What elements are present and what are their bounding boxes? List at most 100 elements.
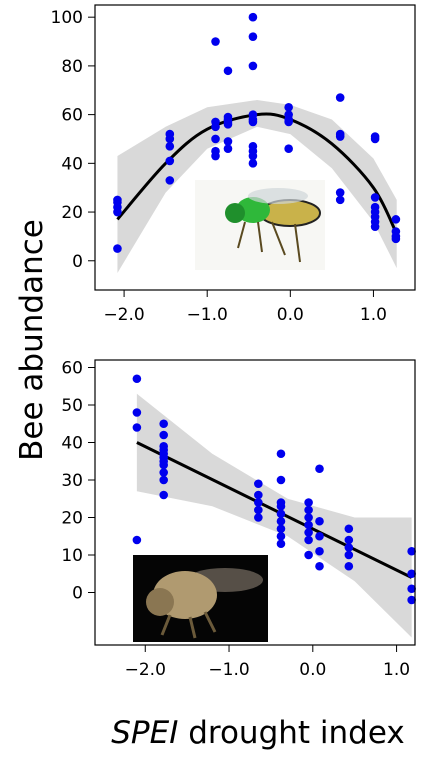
plot-frame [94,359,416,646]
data-point [315,546,324,556]
data-point [276,475,286,485]
data-point [211,146,220,156]
data-point [344,524,354,534]
x-tick-label: −1.0 [187,305,228,325]
data-point [335,188,345,197]
data-point [223,144,233,154]
data-point [276,539,286,549]
data-point [211,37,220,46]
data-point [248,12,258,22]
data-point [304,550,313,560]
y-tick-label: 60 [61,106,83,126]
data-point [315,531,324,541]
x-tick-label: 0.0 [299,660,326,680]
fit-line [136,441,413,579]
confidence-band [136,393,412,638]
bee-thorax [236,197,270,223]
data-point [344,535,354,545]
x-tick-label: −1.0 [208,660,249,680]
data-point [284,103,293,112]
data-point [276,531,286,541]
data-point [113,195,122,205]
data-point [304,505,313,515]
data-point [132,423,142,432]
data-point [370,202,380,212]
y-tick-label: 0 [72,584,83,604]
data-point [407,595,416,605]
data-point [284,144,293,154]
data-point [159,490,168,500]
data-point [335,129,345,139]
data-point [391,227,401,236]
data-point [315,561,324,571]
x-tick-label: −2.0 [125,660,166,680]
data-point [304,520,313,530]
bee-legs [237,221,301,263]
x-tick-label: 1.0 [383,660,410,680]
data-point [248,110,258,119]
data-point [370,132,380,141]
y-tick-label: 40 [61,434,83,454]
data-point [248,141,258,151]
data-point [248,32,258,41]
data-point [276,509,286,519]
data-point [276,524,286,534]
panel: 0 10 20 30 40 50 60 −2.0 −1.0 0.0 1.0 [61,359,416,680]
plot-area [133,393,413,642]
data-point [223,137,233,146]
data-point [165,176,175,185]
y-tick-label: 40 [61,154,83,174]
data-point [165,156,175,166]
data-point [248,159,258,168]
y-tick-label: 30 [61,471,83,491]
x-tick-label: −2.0 [103,305,144,325]
data-point [344,543,354,552]
data-point [132,408,142,417]
plot-area [116,100,399,273]
data-point [132,535,142,545]
bee-head [225,203,245,223]
x-tick-label: 0.0 [277,305,304,325]
data-point [304,528,313,537]
data-point [370,193,380,202]
data-point [159,475,168,485]
bee-head [146,588,174,616]
data-point [276,449,286,459]
data-point [304,535,313,545]
data-point [407,546,416,556]
data-point [254,505,263,515]
data-point [304,498,313,507]
data-point [211,117,220,127]
y-tick-label: 60 [61,359,83,379]
x-label-italic: SPEI [111,715,178,751]
data-point [113,244,122,253]
x-axis-label: SPEI drought index [111,715,404,751]
y-tick-label: 20 [61,203,83,223]
panel: 0 20 40 60 80 100 −2.0 −1.0 0.0 1.0 [51,4,416,325]
data-point [159,441,168,451]
data-point [344,550,354,560]
data-point [335,93,345,102]
data-point [165,129,175,139]
data-point [304,513,313,522]
data-point [254,490,263,500]
data-point [284,110,293,119]
data-point [254,479,263,489]
data-point [254,498,263,507]
data-point [159,468,168,477]
plot-frame [94,4,416,291]
fit-line [116,112,399,235]
data-point [211,134,220,144]
data-point [407,569,416,579]
data-point [315,464,324,474]
data-point [254,513,263,522]
data-point [344,561,354,571]
y-tick-label: 100 [51,8,83,28]
x-label-text: drought index [188,715,405,751]
y-tick-label: 50 [61,396,83,416]
data-point [276,498,286,507]
data-point [159,419,168,429]
data-point [391,215,401,224]
bee-legs [160,611,217,639]
